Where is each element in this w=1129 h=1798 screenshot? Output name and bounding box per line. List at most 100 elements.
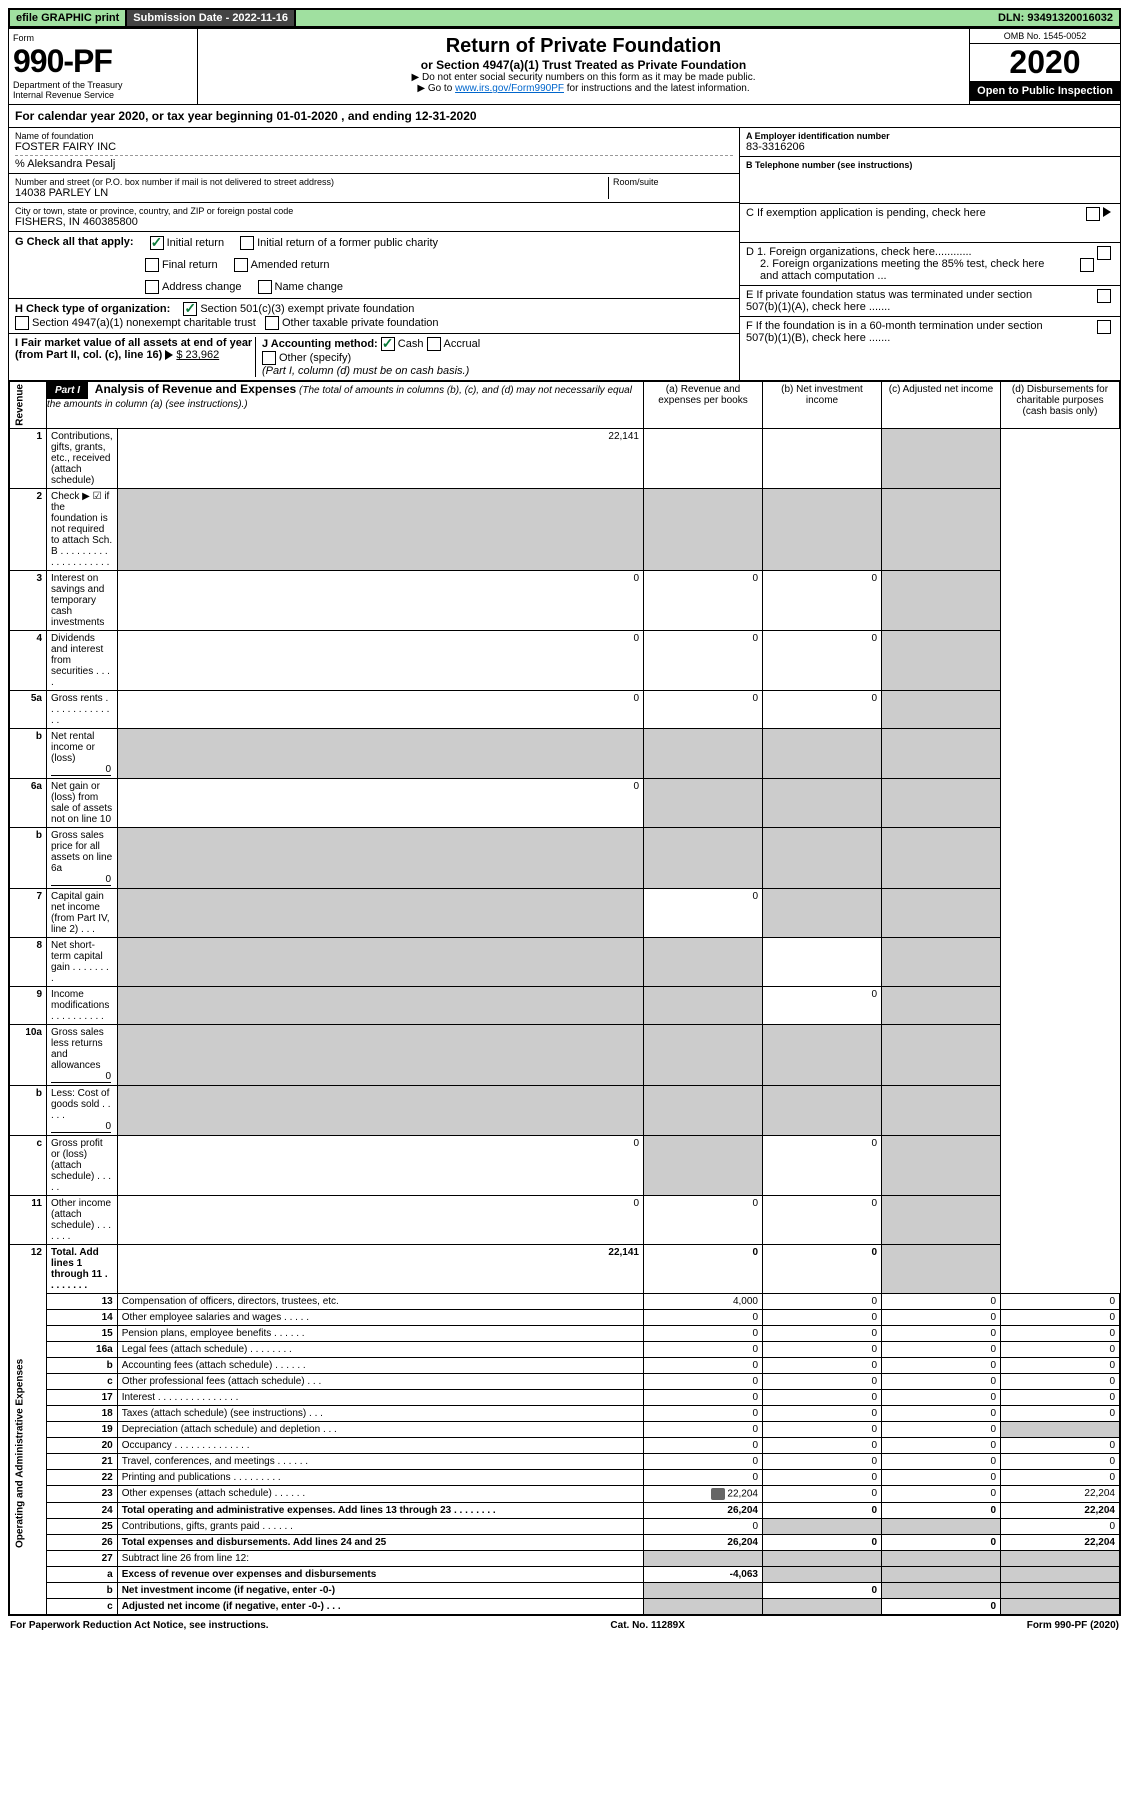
- cell-c: 0: [882, 1373, 1001, 1389]
- line-label: Interest on savings and temporary cash i…: [47, 570, 118, 630]
- link-990pf[interactable]: www.irs.gov/Form990PF: [455, 83, 564, 94]
- cell-d: 22,204: [1001, 1485, 1120, 1502]
- line-number: 7: [10, 888, 47, 937]
- tax-year: 2020: [970, 44, 1120, 81]
- cell-b: 0: [644, 1244, 763, 1293]
- cell-d: [882, 888, 1001, 937]
- note-ssn: ▶ Do not enter social security numbers o…: [204, 72, 963, 83]
- line-number: 10a: [10, 1024, 47, 1085]
- cell-d: 0: [1001, 1437, 1120, 1453]
- cell-a: 0: [644, 1421, 763, 1437]
- line-number: b: [47, 1357, 118, 1373]
- line-number: 27: [47, 1550, 118, 1566]
- line-number: 12: [10, 1244, 47, 1293]
- line-number: 23: [47, 1485, 118, 1502]
- cell-b: 0: [644, 690, 763, 728]
- cb-initial-return[interactable]: [150, 236, 164, 250]
- cell-d: [882, 1085, 1001, 1135]
- cell-d: [882, 728, 1001, 778]
- form-subtitle: or Section 4947(a)(1) Trust Treated as P…: [204, 58, 963, 72]
- c-label: C If exemption application is pending, c…: [746, 207, 986, 219]
- cell-d: [882, 690, 1001, 728]
- line-number: b: [10, 827, 47, 888]
- cell-c: [882, 1550, 1001, 1566]
- cell-a: [117, 1085, 643, 1135]
- cb-foreign-org[interactable]: [1097, 246, 1111, 260]
- line-number: b: [47, 1582, 118, 1598]
- cell-c: 0: [882, 1598, 1001, 1614]
- cell-b: 0: [763, 1485, 882, 1502]
- cell-c: 0: [763, 630, 882, 690]
- cell-c: 0: [882, 1293, 1001, 1309]
- fmv-value: $ 23,962: [176, 349, 219, 361]
- cb-60month[interactable]: [1097, 320, 1111, 334]
- cell-b: 0: [763, 1582, 882, 1598]
- cb-4947[interactable]: [15, 316, 29, 330]
- line-label: Net rental income or (loss) 0: [47, 728, 118, 778]
- cell-b: [644, 488, 763, 570]
- h-label: H Check type of organization:: [15, 303, 170, 315]
- cell-a: 26,204: [644, 1534, 763, 1550]
- cell-a: 22,204: [644, 1485, 763, 1502]
- cell-a: [117, 986, 643, 1024]
- efile-label: efile GRAPHIC print: [10, 10, 127, 26]
- line-label: Gross profit or (loss) (attach schedule)…: [47, 1135, 118, 1195]
- cell-c: 0: [882, 1325, 1001, 1341]
- cell-b: 0: [644, 1195, 763, 1244]
- open-public: Open to Public Inspection: [970, 81, 1120, 101]
- cb-name-change[interactable]: [258, 280, 272, 294]
- attachment-icon[interactable]: [711, 1488, 725, 1500]
- cb-initial-former[interactable]: [240, 236, 254, 250]
- cell-a: [117, 888, 643, 937]
- line-label: Legal fees (attach schedule) . . . . . .…: [117, 1341, 643, 1357]
- cb-status-terminated[interactable]: [1097, 289, 1111, 303]
- cb-501c3[interactable]: [183, 302, 197, 316]
- line-label: Net gain or (loss) from sale of assets n…: [47, 778, 118, 827]
- cell-c: 0: [882, 1357, 1001, 1373]
- line-label: Taxes (attach schedule) (see instruction…: [117, 1405, 643, 1421]
- cell-b: [644, 986, 763, 1024]
- cell-b: 0: [763, 1437, 882, 1453]
- care-of: % Aleksandra Pesalj: [15, 155, 733, 170]
- cell-c: [763, 488, 882, 570]
- cb-final[interactable]: [145, 258, 159, 272]
- cell-c: [763, 728, 882, 778]
- cell-a: 0: [644, 1518, 763, 1534]
- line-number: c: [10, 1135, 47, 1195]
- cell-b: [644, 728, 763, 778]
- cell-c: 0: [763, 986, 882, 1024]
- line-number: 6a: [10, 778, 47, 827]
- foundation-name: FOSTER FAIRY INC: [15, 141, 733, 153]
- cb-foreign-85[interactable]: [1080, 258, 1094, 272]
- cell-a: 0: [117, 630, 643, 690]
- cb-other-taxable[interactable]: [265, 316, 279, 330]
- line-label: Income modifications . . . . . . . . . .: [47, 986, 118, 1024]
- line-label: Other professional fees (attach schedule…: [117, 1373, 643, 1389]
- cell-c: [763, 827, 882, 888]
- j-label: J Accounting method:: [262, 338, 378, 350]
- cell-a: 0: [117, 778, 643, 827]
- footer-left: For Paperwork Reduction Act Notice, see …: [10, 1620, 269, 1631]
- cb-accrual[interactable]: [427, 337, 441, 351]
- cell-d: [1001, 1566, 1120, 1582]
- cb-exemption-pending[interactable]: [1086, 207, 1100, 221]
- cell-a: [644, 1582, 763, 1598]
- cb-other-method[interactable]: [262, 351, 276, 365]
- cb-addr-change[interactable]: [145, 280, 159, 294]
- form-label: Form: [13, 33, 193, 43]
- line-number: 1: [10, 428, 47, 488]
- cb-amended[interactable]: [234, 258, 248, 272]
- cell-c: 0: [882, 1389, 1001, 1405]
- line-number: b: [10, 1085, 47, 1135]
- cell-a: 0: [644, 1373, 763, 1389]
- cell-a: [117, 937, 643, 986]
- cell-a: 26,204: [644, 1502, 763, 1518]
- addr-label: Number and street (or P.O. box number if…: [15, 177, 608, 187]
- line-number: 22: [47, 1469, 118, 1485]
- line-label: Subtract line 26 from line 12:: [117, 1550, 643, 1566]
- cell-a: 0: [117, 570, 643, 630]
- cell-b: 0: [763, 1389, 882, 1405]
- cell-d: [882, 488, 1001, 570]
- cb-cash[interactable]: [381, 337, 395, 351]
- cell-d: [882, 1135, 1001, 1195]
